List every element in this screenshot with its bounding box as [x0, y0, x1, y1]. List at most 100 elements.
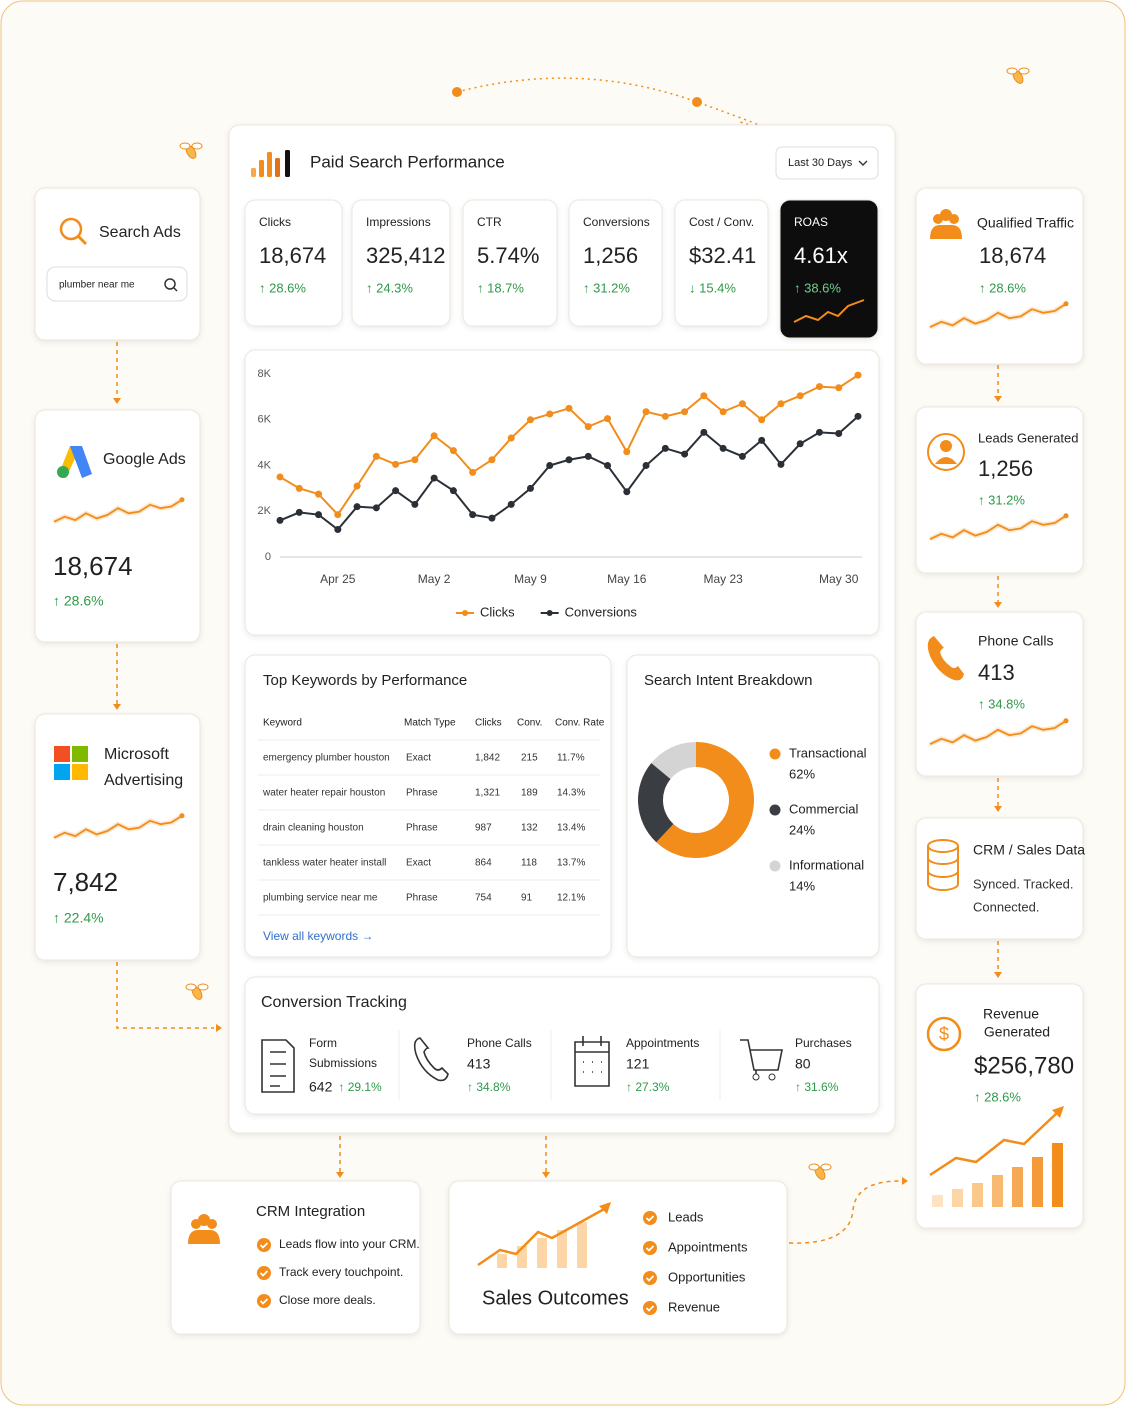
- arrow-head: [216, 1024, 222, 1032]
- google-logo: [57, 466, 69, 478]
- crm-integration-card: [170, 1180, 421, 1335]
- line-point: [738, 400, 746, 408]
- x-tick-label: May 30: [819, 572, 859, 586]
- kpi-label: Conversions: [583, 215, 650, 229]
- arrow-head: [994, 972, 1002, 978]
- conversion-icon: [740, 1039, 783, 1074]
- table-cell: drain cleaning houston: [263, 823, 364, 834]
- line-point: [623, 488, 631, 496]
- check-icon: [643, 1301, 657, 1315]
- sales-bar-icon: [577, 1222, 587, 1268]
- kpi-label: Clicks: [259, 215, 291, 229]
- table-cell: 13.7%: [557, 858, 585, 869]
- line-point: [411, 500, 419, 508]
- line-point: [681, 408, 689, 416]
- y-tick-label: 4K: [258, 459, 272, 471]
- x-tick-label: Apr 25: [320, 572, 356, 586]
- check-mark: [645, 1215, 655, 1222]
- kpi-card: [674, 199, 769, 327]
- table-header: Match Type: [404, 718, 456, 729]
- kpi-value: 1,256: [583, 243, 638, 268]
- conversion-value: 80: [795, 1056, 811, 1072]
- line-point: [565, 456, 573, 464]
- table-cell: Exact: [406, 858, 431, 869]
- people-icon: [940, 209, 952, 221]
- line-point: [334, 511, 342, 519]
- revenue-bar-icon: [952, 1189, 963, 1207]
- phone-icon: [927, 636, 964, 681]
- table-header: Conv.: [517, 718, 542, 729]
- kpi-value: 4.61x: [794, 243, 848, 268]
- bee-wing: [1018, 67, 1030, 75]
- card-title: CRM Integration: [256, 1203, 365, 1220]
- people-icon: [188, 1230, 220, 1244]
- card-change: ↑ 28.6%: [974, 1089, 1021, 1104]
- conversion-label: Phone Calls: [467, 1036, 532, 1050]
- line-point: [449, 447, 457, 455]
- table-cell: plumbing service near me: [263, 893, 378, 904]
- search-icon: [76, 234, 88, 246]
- line-point: [642, 408, 650, 416]
- card-title: Sales Outcomes: [482, 1287, 629, 1309]
- line-point: [835, 384, 843, 392]
- connector: [788, 1180, 901, 1244]
- line-point: [700, 392, 708, 400]
- table-cell: Exact: [406, 753, 431, 764]
- sales-trend-icon: [599, 1202, 611, 1214]
- people-icon: [930, 225, 962, 239]
- range-dropdown[interactable]: [775, 146, 879, 180]
- table-cell: 118: [521, 858, 537, 869]
- sparkline: [929, 515, 1067, 541]
- check-icon: [643, 1241, 657, 1255]
- bee-wing: [197, 983, 209, 991]
- card-title: Revenue: [983, 1006, 1039, 1022]
- list-item: Revenue: [668, 1299, 720, 1314]
- coin-icon: [926, 1016, 962, 1052]
- table-header: Clicks: [475, 718, 502, 729]
- legend-label: Informational: [789, 857, 864, 872]
- revenue-bar-icon: [1012, 1167, 1023, 1207]
- y-tick-label: 2K: [258, 505, 272, 517]
- dashboard-title: Paid Search Performance: [310, 152, 505, 171]
- check-mark: [259, 1298, 269, 1305]
- line-point: [449, 487, 457, 495]
- arrow-head: [336, 1172, 344, 1178]
- arrow-head: [542, 1172, 550, 1178]
- revenue-bar-icon: [992, 1175, 1003, 1207]
- dashboard-icon: [251, 168, 256, 177]
- line-point: [507, 434, 515, 442]
- card-change: ↑ 28.6%: [53, 593, 104, 609]
- legend-label: Transactional: [789, 745, 867, 760]
- card-title: Generated: [984, 1024, 1050, 1040]
- keywords-link[interactable]: View all keywords →: [263, 929, 373, 943]
- kpi-value: 18,674: [259, 243, 326, 268]
- line-point: [469, 511, 477, 519]
- kpi-value: 325,412: [366, 243, 446, 268]
- conversion-value: 642: [309, 1079, 333, 1095]
- kpi-label: ROAS: [794, 215, 828, 229]
- search-ads-card: [34, 187, 201, 341]
- kpi-label: CTR: [477, 215, 502, 229]
- line-point: [854, 371, 862, 379]
- table-cell: 864: [475, 858, 492, 869]
- line-point: [526, 484, 534, 492]
- list-item: Opportunities: [668, 1269, 746, 1284]
- card-text: Connected.: [973, 899, 1040, 914]
- sparkline: [53, 498, 183, 523]
- person-icon: [935, 457, 957, 464]
- kpi-change: ↑ 28.6%: [259, 280, 306, 295]
- legend-swatch: [546, 610, 553, 616]
- donut-segment: [656, 741, 754, 858]
- card-title: CRM / Sales Data: [973, 842, 1085, 858]
- table-cell: 12.1%: [557, 893, 585, 904]
- card-change: ↑ 28.6%: [979, 280, 1026, 295]
- x-tick-label: May 2: [418, 572, 451, 586]
- line-point: [719, 444, 727, 452]
- table-cell: 189: [521, 788, 538, 799]
- x-tick-label: May 23: [703, 572, 743, 586]
- dashboard-icon: [259, 160, 264, 177]
- line-point: [661, 444, 669, 452]
- line-point: [430, 474, 438, 482]
- conversion-value: 121: [626, 1056, 650, 1072]
- table-header: Conv. Rate: [555, 718, 605, 729]
